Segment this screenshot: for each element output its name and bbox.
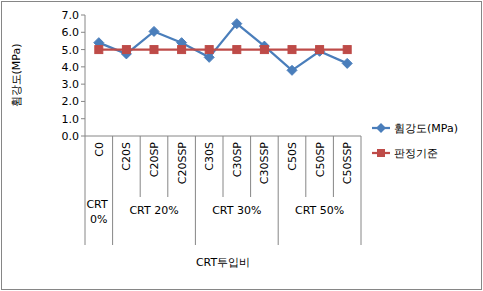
group-label: CRT 0% [86, 198, 111, 226]
y-tick-label: 6.0 [62, 26, 80, 39]
x-tick-label: C20SP [148, 142, 161, 178]
chart: 0.0 1.0 2.0 3.0 4.0 5.0 6.0 7.0 휨강도(MPa) C0 C20S C2… [0, 0, 483, 291]
y-tick [81, 49, 85, 50]
legend-label: 판정기준 [394, 147, 438, 160]
x-tick-label: C30S [203, 142, 216, 171]
y-tick [81, 118, 85, 119]
marker [150, 46, 158, 54]
y-tick [81, 101, 85, 102]
legend-marker [377, 149, 385, 157]
marker [287, 65, 297, 75]
x-tick-label: C30SP [231, 142, 244, 178]
marker [95, 46, 103, 54]
y-axis-title: 휨강도(MPa) [10, 44, 23, 108]
group-label: CRT 50% [295, 204, 344, 217]
group-divider [195, 136, 196, 245]
y-tick [81, 66, 85, 67]
series-line [99, 24, 347, 71]
y-tick-label: 7.0 [62, 9, 80, 22]
y-axis [85, 15, 86, 136]
marker [316, 46, 324, 54]
group-label: CRT 30% [212, 204, 261, 217]
x-tick-label: C20SSP [176, 142, 189, 185]
marker [260, 46, 268, 54]
y-tick-label: 1.0 [62, 113, 80, 126]
x-axis-title: CRT투입비 [196, 256, 250, 269]
x-tick-label: C20S [120, 142, 133, 171]
legend-label: 휨강도(MPa) [394, 122, 458, 135]
marker [122, 46, 130, 54]
y-tick [81, 15, 85, 16]
marker [149, 26, 159, 36]
marker [342, 58, 352, 68]
x-divider [85, 136, 86, 245]
marker [233, 46, 241, 54]
x-tick-label: C50SP [314, 142, 327, 178]
y-tick [81, 136, 85, 137]
marker [232, 19, 242, 29]
y-tick-label: 2.0 [62, 95, 80, 108]
category-divider [305, 136, 306, 197]
marker [315, 46, 325, 56]
plot-area [94, 19, 352, 76]
x-tick-label: C50S [286, 142, 299, 171]
category-divider [250, 136, 251, 197]
y-tick-label: 5.0 [62, 44, 80, 57]
x-tick-label: C30SSP [258, 142, 271, 185]
group-divider [112, 136, 113, 245]
marker [178, 46, 186, 54]
category-divider [167, 136, 168, 197]
y-tick [81, 84, 85, 85]
chart-border [2, 2, 482, 290]
marker [343, 46, 351, 54]
group-divider [361, 136, 362, 245]
legend-marker [376, 123, 386, 133]
series-line [99, 48, 347, 50]
legend-item: 판정기준 [372, 147, 438, 160]
marker [205, 46, 213, 54]
category-divider [333, 136, 334, 197]
x-tick-label: C0 [93, 142, 106, 157]
group-label: CRT 20% [129, 204, 178, 217]
y-tick-label: 3.0 [62, 78, 80, 91]
y-tick [81, 32, 85, 33]
y-tick-label: 4.0 [62, 61, 80, 74]
legend-item: 휨강도(MPa) [372, 122, 458, 135]
category-divider [140, 136, 141, 197]
category-divider [223, 136, 224, 197]
group-divider [278, 136, 279, 245]
x-tick-label: C50SSP [341, 142, 354, 185]
y-tick-label: 0.0 [62, 130, 80, 143]
marker [288, 46, 296, 54]
